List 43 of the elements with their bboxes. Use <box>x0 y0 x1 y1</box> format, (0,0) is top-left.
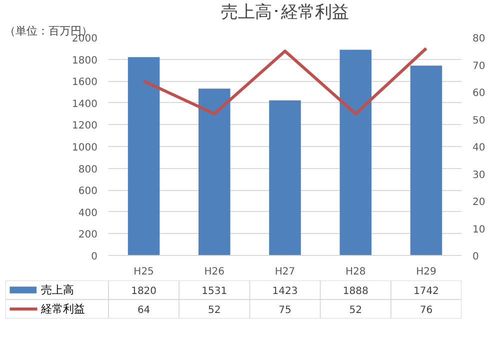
y2-tick-label: 30 <box>472 170 486 181</box>
x-tick-label: H28 <box>345 266 366 278</box>
data-label: 1742 <box>413 286 439 297</box>
x-tick-label: H26 <box>204 266 225 278</box>
data-label: 1820 <box>131 286 157 297</box>
data-label: 1531 <box>202 286 228 297</box>
x-tick-label: H29 <box>416 266 436 278</box>
legend-label: 経常利益 <box>40 302 85 316</box>
bar <box>128 57 160 256</box>
data-label: 75 <box>278 305 292 316</box>
bar <box>269 100 301 256</box>
y-tick-label: 400 <box>78 208 98 219</box>
bar <box>410 66 442 256</box>
data-label: 64 <box>137 305 150 316</box>
y-tick-label: 1600 <box>72 77 98 88</box>
data-label: 1888 <box>342 286 368 297</box>
y2-tick-label: 70 <box>472 60 486 72</box>
bar <box>198 88 230 256</box>
y-tick-label: 200 <box>78 230 98 241</box>
x-tick-label: H25 <box>134 266 154 278</box>
y-tick-label: 600 <box>78 186 98 198</box>
bar <box>340 50 372 256</box>
x-tick-label: H27 <box>274 266 296 278</box>
y2-tick-label: 60 <box>472 88 486 99</box>
y-tick-label: 1200 <box>72 120 98 132</box>
data-label: 52 <box>208 305 221 316</box>
y2-tick-label: 80 <box>472 34 486 44</box>
y2-tick-label: 40 <box>472 142 486 154</box>
y-tick-label: 1400 <box>72 98 98 110</box>
y-tick-label: 0 <box>91 252 98 262</box>
line-series <box>142 46 428 116</box>
chart-title: 売上高･経常利益 <box>221 2 349 22</box>
y2-tick-label: 20 <box>472 197 486 208</box>
y-tick-label: 1000 <box>72 142 98 154</box>
legend-label: 売上高 <box>40 284 74 296</box>
data-label: 52 <box>349 305 362 316</box>
y2-tick-label: 10 <box>472 224 486 236</box>
y2-tick-label: 0 <box>472 252 479 262</box>
y2-tick-label: 50 <box>472 115 486 126</box>
data-label: 1423 <box>272 286 298 297</box>
y-tick-label: 1800 <box>72 55 98 66</box>
data-label: 76 <box>420 305 433 316</box>
y-tick-label: 800 <box>78 164 98 176</box>
